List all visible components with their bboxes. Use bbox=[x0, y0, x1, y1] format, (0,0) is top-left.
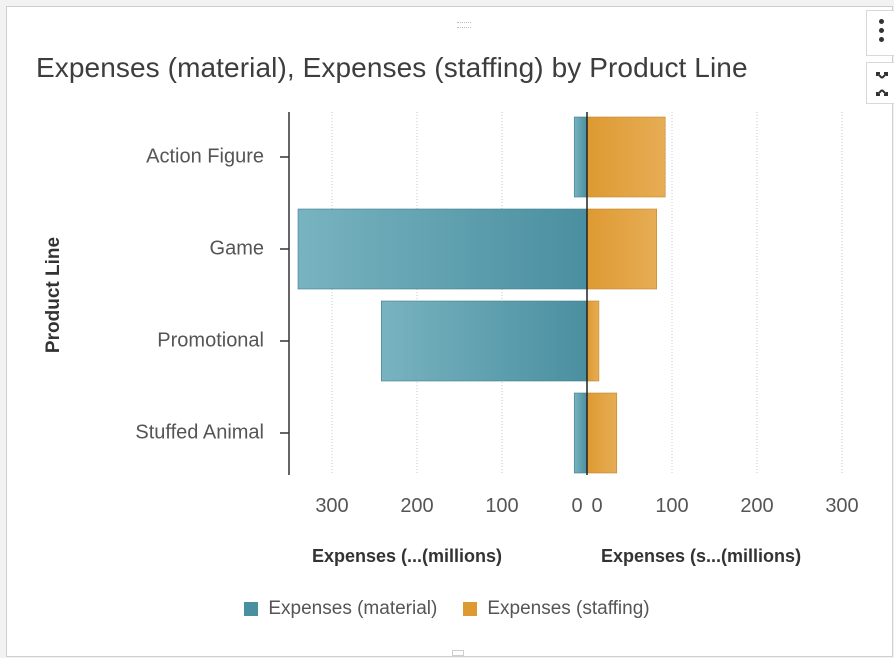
legend: Expenses (material) Expenses (staffing) bbox=[0, 598, 894, 620]
x-tick-label-material: 200 bbox=[400, 495, 433, 517]
more-options-icon bbox=[879, 19, 884, 24]
bar-staffing bbox=[586, 300, 600, 382]
bar-material bbox=[573, 392, 588, 474]
legend-item-material[interactable]: Expenses (material) bbox=[244, 598, 437, 620]
x-tick-label-material: 0 bbox=[571, 495, 582, 517]
x-tick-label-material: 300 bbox=[315, 495, 348, 517]
bar-staffing bbox=[586, 116, 666, 198]
more-options-button[interactable] bbox=[866, 10, 894, 56]
x-axis-title-material: Expenses (...(millions) bbox=[312, 546, 503, 566]
resize-handle[interactable] bbox=[452, 650, 464, 656]
bar-staffing bbox=[586, 208, 657, 290]
legend-item-staffing[interactable]: Expenses (staffing) bbox=[463, 598, 650, 620]
bar-material bbox=[297, 208, 588, 290]
legend-label-material: Expenses (material) bbox=[268, 598, 438, 619]
more-options-icon bbox=[879, 37, 884, 42]
bar-material bbox=[380, 300, 588, 382]
chart-title: Expenses (material), Expenses (staffing)… bbox=[36, 52, 748, 83]
more-options-icon bbox=[879, 28, 884, 33]
y-tick-label: Game bbox=[209, 237, 264, 260]
maximize-button[interactable] bbox=[866, 62, 894, 104]
bar-staffing bbox=[586, 392, 618, 474]
x-tick-label-staffing: 200 bbox=[740, 495, 773, 517]
legend-swatch-material bbox=[244, 602, 259, 616]
expand-icon bbox=[876, 72, 888, 96]
legend-label-staffing: Expenses (staffing) bbox=[487, 598, 650, 619]
x-axis-title-staffing: Expenses (s...(millions) bbox=[601, 546, 802, 566]
x-tick-label-staffing: 300 bbox=[825, 495, 858, 517]
y-tick-label: Action Figure bbox=[146, 145, 264, 168]
y-tick-label: Promotional bbox=[157, 329, 264, 352]
x-tick-label-staffing: 0 bbox=[591, 495, 602, 517]
legend-swatch-staffing bbox=[463, 602, 478, 616]
x-tick-label-staffing: 100 bbox=[655, 495, 688, 517]
y-tick-label: Stuffed Animal bbox=[135, 421, 264, 444]
drag-handle[interactable] bbox=[457, 22, 471, 28]
bar-material bbox=[573, 116, 588, 198]
x-tick-label-material: 100 bbox=[485, 495, 518, 517]
